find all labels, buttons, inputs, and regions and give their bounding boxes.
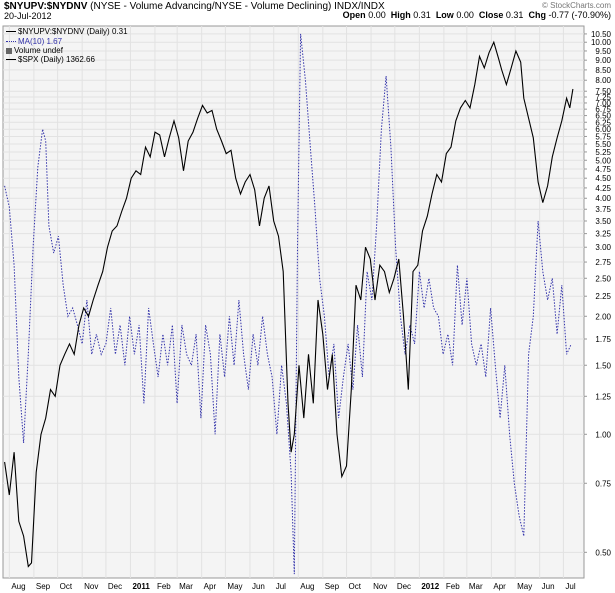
- y-tick-label: 1.25: [595, 392, 611, 401]
- x-tick-label: Feb: [157, 582, 171, 591]
- x-tick-label: Aug: [300, 582, 314, 591]
- y-tick-label: 9.50: [595, 47, 611, 56]
- y-tick-label: 0.50: [595, 548, 611, 557]
- y-tick-label: 3.25: [595, 230, 611, 239]
- y-tick-label: 6.00: [595, 125, 611, 134]
- y-tick-label: 7.25: [595, 93, 611, 102]
- low-label: Low: [435, 10, 454, 20]
- x-tick-label: Nov: [373, 582, 387, 591]
- x-tick-label: Jun: [252, 582, 265, 591]
- chart-date: 20-Jul-2012: [4, 11, 52, 21]
- legend-main-label: $NYUPV:$NYDNV (Daily) 0.31: [18, 27, 128, 36]
- chg-value: -0.77 (-70.90%): [548, 10, 611, 20]
- watermark: © StockCharts.com: [541, 1, 611, 10]
- symbol: $NYUPV:$NYDNV: [4, 1, 88, 12]
- x-tick-label: Oct: [60, 582, 73, 591]
- high-value: 0.31: [413, 10, 431, 20]
- y-tick-label: 9.00: [595, 56, 611, 65]
- y-tick-label: 3.00: [595, 243, 611, 252]
- chg-label: Chg: [528, 10, 546, 20]
- legend-main-swatch: [6, 31, 16, 33]
- y-tick-label: 5.00: [595, 156, 611, 165]
- low-value: 0.00: [456, 10, 474, 20]
- y-tick-label: 2.50: [595, 274, 611, 283]
- legend-main: $NYUPV:$NYDNV (Daily) 0.31: [6, 27, 128, 36]
- x-tick-label: Apr: [204, 582, 217, 591]
- legend-volume-swatch: [6, 47, 12, 54]
- open-label: Open: [342, 10, 366, 20]
- x-axis: Aug Sep Oct Nov Dec 2011 Feb Mar Apr May Jun Jul Aug…: [11, 582, 576, 591]
- legend-ma-swatch: [6, 41, 16, 43]
- y-tick-label: 3.75: [595, 205, 611, 214]
- plot-area: [2, 25, 585, 579]
- y-tick-label: 4.75: [595, 165, 611, 174]
- legend-volume-label: Volume undef: [14, 46, 63, 55]
- y-tick-label: 4.50: [595, 174, 611, 183]
- y-tick-label: 7.50: [595, 87, 611, 96]
- open-value: 0.00: [368, 10, 386, 20]
- y-tick-label: 1.75: [595, 335, 611, 344]
- high-label: High: [390, 10, 411, 20]
- series-layer: [4, 33, 574, 575]
- y-tick-label: 1.50: [595, 361, 611, 370]
- y-tick-label: 6.25: [595, 118, 611, 127]
- x-tick-label: Jul: [276, 582, 286, 591]
- x-tick-label: Mar: [469, 582, 483, 591]
- legend-spx: $SPX (Daily) 1362.66: [6, 55, 95, 64]
- x-tick-label: Apr: [493, 582, 506, 591]
- y-tick-label: 7.00: [595, 99, 611, 108]
- x-tick-label: Feb: [446, 582, 460, 591]
- x-tick-label: May: [517, 582, 532, 591]
- x-tick-label: Sep: [36, 582, 51, 591]
- ma-series-line: [4, 33, 572, 575]
- y-tick-label: 8.00: [595, 76, 611, 85]
- x-tick-label: Jul: [565, 582, 575, 591]
- x-tick-label: Aug: [11, 582, 25, 591]
- y-axis: 0.50 0.75 1.00 1.25 1.50 1.75 2.00 2.25 2.50 2.75…: [584, 30, 612, 557]
- y-tick-label: 5.50: [595, 140, 611, 149]
- legend-spx-swatch: [6, 59, 16, 61]
- y-tick-label: 3.50: [595, 217, 611, 226]
- y-tick-label: 2.00: [595, 312, 611, 321]
- close-value: 0.31: [505, 10, 524, 20]
- y-tick-label: 0.75: [595, 479, 611, 488]
- y-tick-label: 2.75: [595, 258, 611, 267]
- quote-bar: Open 0.00 High 0.31 Low 0.00 Close 0.31 …: [343, 10, 611, 20]
- y-tick-label: 8.50: [595, 66, 611, 75]
- y-tick-label: 10.00: [591, 38, 612, 47]
- y-tick-label: 1.00: [595, 430, 611, 439]
- y-tick-label: 4.25: [595, 184, 611, 193]
- y-tick-label: 10.50: [591, 30, 612, 39]
- x-tick-label: May: [227, 582, 242, 591]
- legend-volume: Volume undef: [6, 46, 63, 55]
- x-tick-label: Dec: [108, 582, 122, 591]
- symbol-description: (NYSE - Volume Advancing/NYSE - Volume D…: [90, 1, 385, 12]
- x-tick-label: Oct: [349, 582, 362, 591]
- y-tick-label: 5.25: [595, 148, 611, 157]
- legend-ma: MA(10) 1.67: [6, 37, 62, 46]
- x-tick-label: Nov: [84, 582, 98, 591]
- y-tick-label: 4.00: [595, 194, 611, 203]
- y-tick-label: 6.75: [595, 105, 611, 114]
- x-tick-label: Mar: [179, 582, 193, 591]
- chart-title: $NYUPV:$NYDNV (NYSE - Volume Advancing/N…: [4, 1, 385, 12]
- x-tick-label: Sep: [325, 582, 340, 591]
- x-tick-label: 2012: [421, 582, 439, 591]
- spx-series-line: [4, 40, 574, 568]
- close-label: Close: [478, 10, 504, 20]
- x-tick-label: 2011: [132, 582, 150, 591]
- x-tick-label: Jun: [542, 582, 555, 591]
- legend-spx-label: $SPX (Daily) 1362.66: [18, 55, 95, 64]
- legend-ma-label: MA(10) 1.67: [18, 37, 63, 46]
- x-tick-label: Dec: [397, 582, 411, 591]
- y-tick-label: 5.75: [595, 132, 611, 141]
- y-tick-label: 6.50: [595, 112, 611, 121]
- y-tick-label: 2.25: [595, 292, 611, 301]
